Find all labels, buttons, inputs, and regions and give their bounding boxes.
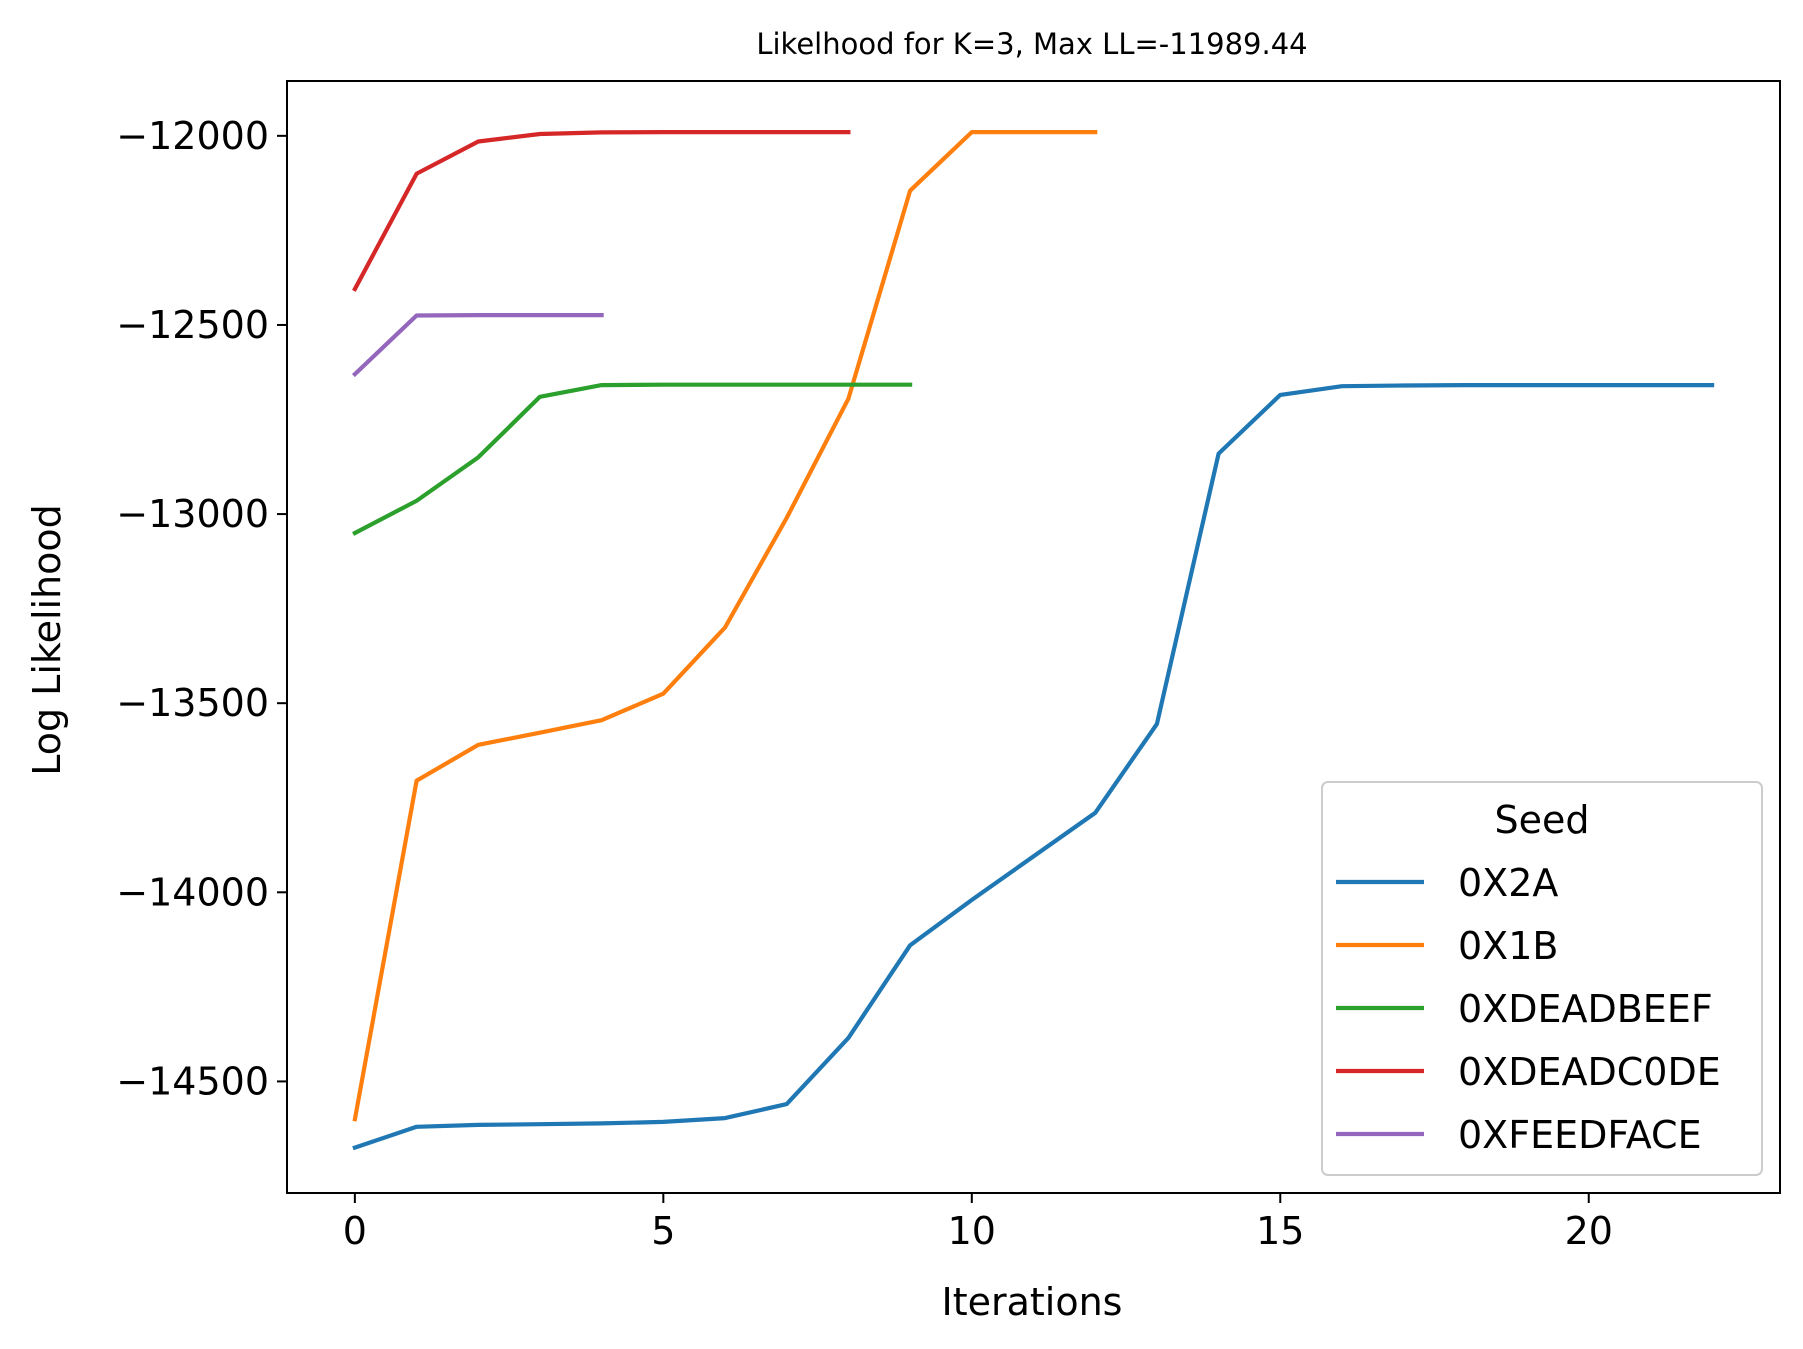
- legend-label: 0XDEADBEEF: [1458, 987, 1713, 1031]
- x-tick-label: 0: [343, 1209, 367, 1253]
- x-tick-label: 20: [1565, 1209, 1613, 1253]
- legend-title: Seed: [1495, 798, 1590, 842]
- axes: 0 5 10 15 20 −12000 −12500 −13000 −13500 −14000 −1…: [116, 80, 1781, 1253]
- y-tick-label: −12000: [116, 114, 269, 158]
- legend: Seed 0X2A 0X1B 0XDEADBEEF 0XDEADC0DE 0XFEEDFA…: [1321, 781, 1763, 1176]
- legend-label: 0X2A: [1458, 861, 1558, 905]
- plot-area: [351, 130, 1715, 1151]
- axes-frame: [286, 80, 1781, 1194]
- legend-label: 0XDEADC0DE: [1458, 1050, 1721, 1094]
- series-line-3: [352, 130, 851, 292]
- legend-label: 0X1B: [1458, 924, 1558, 968]
- series-line-0: [352, 383, 1715, 1151]
- y-tick-label: −12500: [116, 303, 269, 347]
- series-line-1: [352, 130, 1098, 1122]
- y-tick-label: −13000: [116, 492, 269, 536]
- legend-box: [1321, 781, 1763, 1176]
- y-tick-label: −13500: [116, 681, 269, 725]
- x-tick-label: 15: [1256, 1209, 1304, 1253]
- y-tick-label: −14500: [116, 1059, 269, 1103]
- y-tick-label: −14000: [116, 870, 269, 914]
- legend-label: 0XFEEDFACE: [1458, 1113, 1702, 1157]
- series-line-2: [352, 382, 913, 536]
- chart-title: Likelhood for K=3, Max LL=-11989.44: [756, 27, 1307, 61]
- series-line-4: [351, 313, 604, 378]
- y-axis-label: Log Likelihood: [25, 504, 69, 776]
- x-tick-label: 5: [651, 1209, 675, 1253]
- x-tick-label: 10: [948, 1209, 996, 1253]
- x-axis-label: Iterations: [942, 1280, 1123, 1324]
